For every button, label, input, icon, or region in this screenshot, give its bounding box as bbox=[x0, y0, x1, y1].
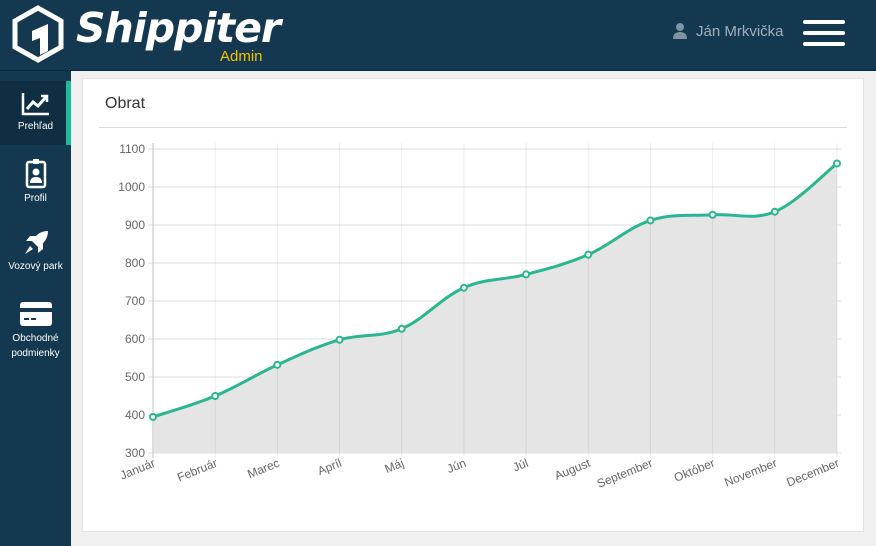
sidebar-item-label: Vozový park bbox=[8, 261, 63, 272]
x-tick-label: August bbox=[553, 456, 594, 483]
shippiter-logo-icon[interactable] bbox=[12, 5, 64, 63]
hamburger-menu-icon[interactable] bbox=[803, 20, 845, 48]
sidebar: Prehľad Profil Vozový park Obchodné podm… bbox=[0, 71, 71, 546]
chart-x-ticks: Január Február Marec Apríl Máj Jún Júl August Se… bbox=[118, 456, 841, 491]
data-point bbox=[522, 270, 531, 279]
user-name: Ján Mrkvička bbox=[696, 22, 784, 40]
x-tick-label: November bbox=[722, 456, 779, 490]
x-tick-label: Apríl bbox=[316, 456, 344, 478]
data-point bbox=[397, 324, 406, 333]
line-chart-icon bbox=[21, 93, 49, 116]
top-bar: Shippiter Admin Ján Mrkvička bbox=[0, 0, 876, 71]
y-tick-label: 700 bbox=[125, 294, 145, 308]
data-point bbox=[459, 283, 468, 292]
x-tick-label: Jún bbox=[445, 456, 468, 476]
user-icon bbox=[673, 23, 687, 39]
x-tick-label: September bbox=[595, 456, 655, 491]
panel-divider bbox=[99, 127, 847, 128]
id-badge-icon bbox=[25, 159, 46, 189]
data-point bbox=[149, 412, 157, 421]
y-tick-label: 900 bbox=[125, 218, 145, 232]
brand-subtitle: Admin bbox=[220, 48, 263, 65]
sidebar-item-label: Obchodné podmienky bbox=[11, 333, 60, 359]
x-tick-label: Október bbox=[672, 456, 717, 485]
brand-name[interactable]: Shippiter bbox=[76, 4, 281, 52]
y-tick-label: 400 bbox=[125, 408, 145, 422]
x-tick-label: Máj bbox=[383, 456, 406, 476]
sidebar-item-label: Prehľad bbox=[17, 121, 54, 132]
chart-y-ticks: 300 400 500 600 700 800 900 1000 1100 bbox=[118, 142, 145, 460]
credit-card-icon bbox=[19, 302, 52, 326]
data-point bbox=[273, 360, 282, 369]
data-point bbox=[335, 335, 344, 344]
data-point bbox=[584, 250, 593, 259]
y-tick-label: 600 bbox=[125, 332, 145, 346]
data-point bbox=[211, 392, 220, 400]
y-tick-label: 800 bbox=[125, 256, 145, 270]
data-point bbox=[646, 216, 655, 225]
sidebar-item-prehlad[interactable]: Prehľad bbox=[0, 81, 71, 145]
x-tick-label: Júl bbox=[511, 456, 530, 475]
y-tick-label: 1000 bbox=[118, 180, 145, 194]
chart-area-fill bbox=[153, 163, 837, 453]
y-tick-label: 1100 bbox=[119, 142, 145, 156]
data-point bbox=[708, 210, 717, 219]
x-tick-label: Marec bbox=[245, 456, 281, 481]
sidebar-item-vozovy-park[interactable]: Vozový park bbox=[0, 229, 71, 279]
y-tick-label: 500 bbox=[125, 370, 145, 384]
x-tick-label: Február bbox=[175, 456, 219, 485]
chart-grid-vertical bbox=[152, 143, 838, 458]
chart-points bbox=[149, 159, 841, 421]
data-point bbox=[770, 207, 779, 216]
user-menu[interactable]: Ján Mrkvička bbox=[672, 22, 784, 40]
chart-line bbox=[152, 162, 838, 419]
y-tick-label: 300 bbox=[125, 446, 145, 460]
rocket-icon bbox=[24, 231, 48, 254]
panel-title: Obrat bbox=[105, 95, 146, 112]
data-point bbox=[833, 159, 841, 168]
sidebar-item-label: Profil bbox=[24, 193, 47, 204]
sidebar-item-profil[interactable]: Profil bbox=[0, 159, 71, 209]
x-tick-label: December bbox=[785, 456, 842, 490]
sidebar-item-obchodne-podmienky[interactable]: Obchodné podmienky bbox=[0, 301, 71, 371]
